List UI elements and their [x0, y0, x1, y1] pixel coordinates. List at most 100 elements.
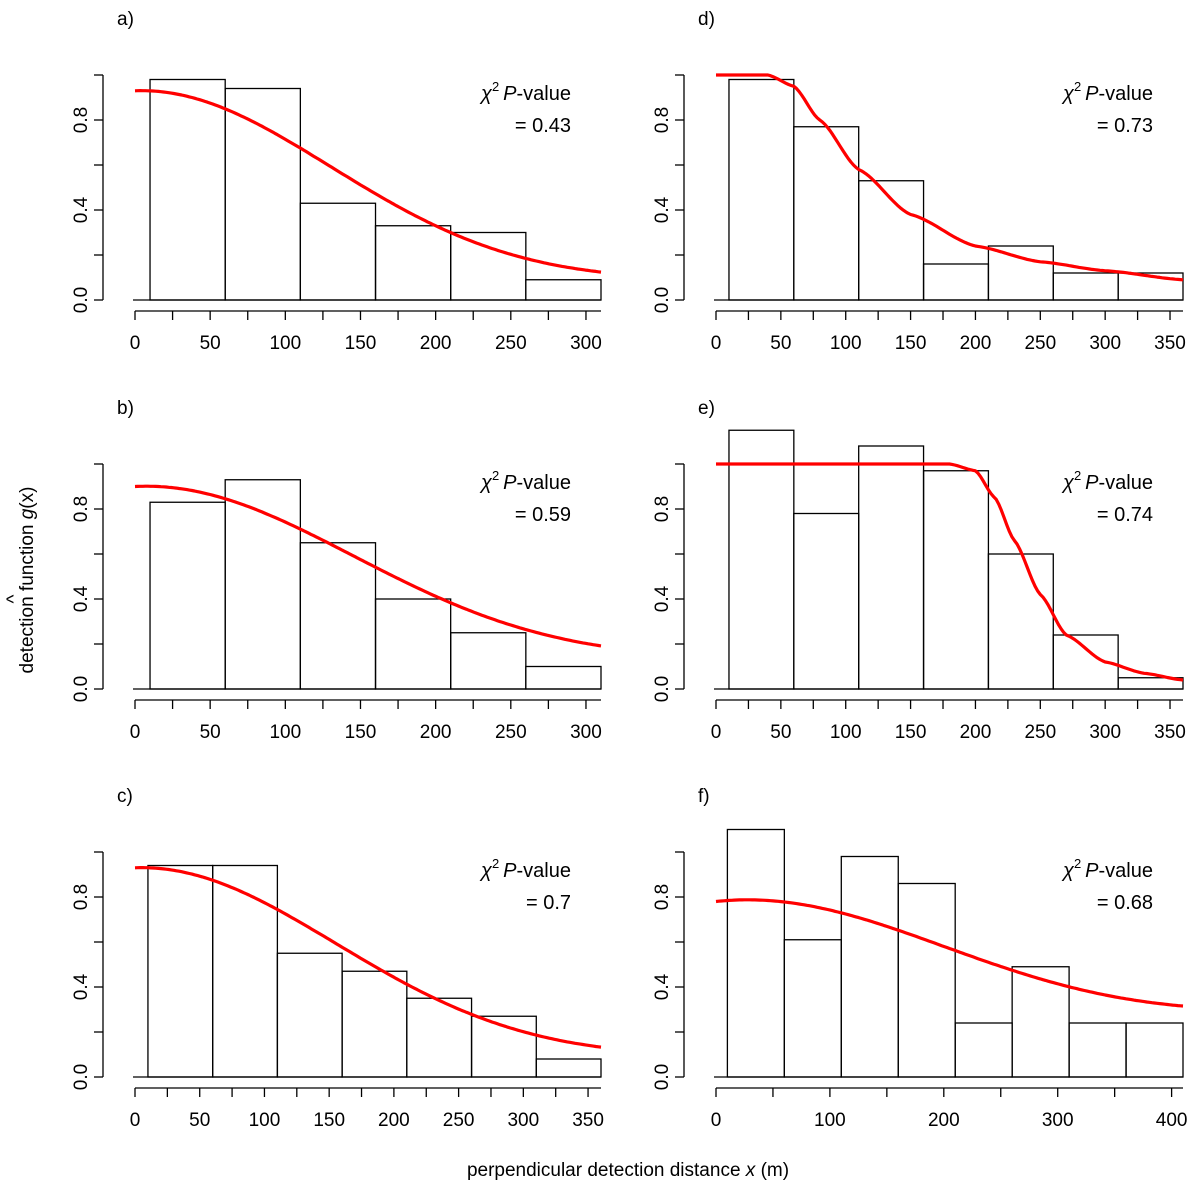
pvalue-word: -value	[1099, 83, 1153, 105]
histogram-bar	[450, 632, 527, 690]
x-tick-label: 0	[130, 333, 141, 354]
pvalue-word: -value	[517, 472, 571, 494]
chi-exponent: 2	[1074, 79, 1081, 94]
pvalue-word: -value	[517, 860, 571, 882]
histogram-bar	[374, 598, 452, 690]
histogram-bar	[783, 939, 842, 1078]
histogram-bar	[535, 1058, 602, 1078]
histogram-bar	[922, 470, 990, 690]
x-tick-label: 200	[378, 1110, 410, 1131]
pvalue-heading: χ2 P-value	[479, 468, 571, 494]
x-axis-label-var: x	[745, 1160, 757, 1181]
pvalue-word: -value	[517, 83, 571, 105]
histogram-bar	[987, 553, 1054, 690]
y-axis-label-suffix: (x)	[17, 487, 38, 509]
chi-symbol: χ	[1061, 472, 1075, 494]
pvalue-number: = 0.73	[1097, 115, 1153, 137]
x-tick-label: 200	[420, 333, 452, 354]
histogram-bar	[374, 225, 452, 301]
x-tick-label: 150	[895, 333, 927, 354]
panel-e: e) 0.0 0.4 0.8 0 50 100 150 200 250 300 350 χ2 P-valu…	[652, 398, 1186, 743]
x-tick-label: 50	[200, 722, 221, 743]
y-tick-label: 0.0	[652, 287, 673, 313]
histogram-bar	[726, 828, 785, 1078]
panel-label: f)	[698, 786, 710, 807]
fitted-detection-curve	[715, 898, 1184, 1008]
chi-exponent: 2	[492, 856, 499, 871]
x-tick-label: 200	[928, 1110, 960, 1131]
y-tick-label: 0.0	[652, 676, 673, 702]
x-tick-label: 300	[570, 722, 602, 743]
histogram-bar	[341, 970, 408, 1078]
x-axis-label: perpendicular detection distance x (m)	[467, 1160, 789, 1181]
pvalue-heading: χ2 P-value	[1061, 468, 1153, 494]
x-tick-label: 100	[269, 333, 301, 354]
histogram-bar	[1052, 272, 1119, 301]
histogram-bar	[793, 512, 860, 690]
x-tick-label: 0	[130, 1110, 141, 1131]
y-tick-label: 0.8	[652, 496, 673, 522]
y-tick-label: 0.0	[71, 287, 92, 313]
fitted-detection-curve	[134, 89, 602, 274]
x-tick-label: 300	[1042, 1110, 1074, 1131]
chi-exponent: 2	[1074, 468, 1081, 483]
x-tick-label: 150	[345, 722, 377, 743]
pvalue-number: = 0.74	[1097, 504, 1153, 526]
x-tick-label: 100	[830, 722, 862, 743]
histogram-bar	[1125, 1022, 1184, 1078]
x-tick-label: 50	[189, 1110, 210, 1131]
x-tick-label: 350	[572, 1110, 604, 1131]
pvalue-number: = 0.7	[526, 892, 571, 914]
histogram-bar	[1068, 1022, 1127, 1078]
x-tick-label: 250	[495, 722, 527, 743]
chi-symbol: χ	[479, 472, 493, 494]
histogram-bar	[147, 864, 214, 1078]
y-tick-label: 0.8	[71, 884, 92, 910]
y-tick-label: 0.4	[71, 585, 92, 612]
p-letter: P	[1085, 83, 1099, 105]
pvalue-number: = 0.43	[515, 115, 571, 137]
chi-exponent: 2	[1074, 856, 1081, 871]
pvalue-number: = 0.59	[515, 504, 571, 526]
p-letter: P	[1085, 860, 1099, 882]
p-letter: P	[1085, 472, 1099, 494]
x-tick-label: 250	[495, 333, 527, 354]
x-tick-label: 200	[960, 722, 992, 743]
pvalue-word: -value	[1099, 860, 1153, 882]
histogram-bar	[525, 279, 602, 301]
x-tick-label: 150	[895, 722, 927, 743]
x-tick-label: 100	[269, 722, 301, 743]
histogram-bar	[793, 126, 860, 301]
chi-symbol: χ	[1061, 860, 1075, 882]
pvalue-heading: χ2 P-value	[479, 79, 571, 105]
y-tick-label: 0.0	[71, 1064, 92, 1090]
fitted-detection-curve	[134, 484, 602, 648]
pvalue-number: = 0.68	[1097, 892, 1153, 914]
histogram-bar	[987, 245, 1054, 301]
y-tick-label: 0.8	[71, 107, 92, 133]
p-letter: P	[503, 83, 517, 105]
p-letter: P	[503, 472, 517, 494]
x-tick-label: 0	[130, 722, 141, 743]
histogram-bar	[897, 882, 956, 1078]
y-tick-label: 0.8	[652, 884, 673, 910]
fitted-detection-curve	[716, 462, 1184, 682]
chi-symbol: χ	[1061, 83, 1075, 105]
histogram-bar	[299, 542, 377, 690]
x-tick-label: 350	[1154, 722, 1186, 743]
x-tick-label: 50	[770, 722, 791, 743]
x-tick-label: 250	[1024, 333, 1056, 354]
histogram-bar	[149, 78, 226, 301]
y-axis-label-hat: ^	[4, 594, 25, 603]
histogram-bar	[299, 202, 377, 301]
panel-label: b)	[117, 398, 134, 419]
histogram-bar	[525, 665, 602, 690]
histogram-bar	[224, 87, 302, 301]
x-axis-label-suffix: (m)	[755, 1160, 789, 1181]
x-axis-label-prefix: perpendicular detection distance	[467, 1160, 746, 1181]
y-tick-label: 0.8	[652, 107, 673, 133]
chi-symbol: χ	[479, 860, 493, 882]
panel-label: c)	[117, 786, 133, 807]
fitted-detection-curve	[134, 866, 602, 1049]
x-tick-label: 400	[1156, 1110, 1188, 1131]
